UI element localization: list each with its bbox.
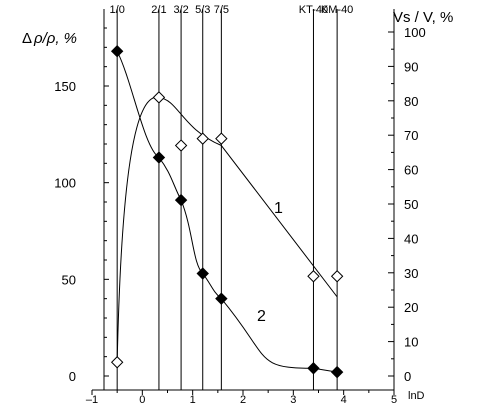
- series-1-point: [174, 139, 188, 152]
- data-markers: [110, 44, 344, 379]
- left-y-tick-label: 150: [54, 79, 76, 94]
- x-tick-label: 2: [240, 394, 246, 406]
- plot-frame: [92, 9, 395, 391]
- reference-line-label: 7/5: [214, 4, 229, 16]
- x-tick-label: 1: [190, 394, 196, 406]
- right-y-tick-label: 70: [404, 128, 418, 143]
- x-tick-label: 4: [341, 394, 347, 406]
- right-y-tick-label: 50: [404, 197, 418, 212]
- x-tick-label: 5: [391, 394, 397, 406]
- reference-line-label: 2/1: [151, 4, 166, 16]
- right-axis-title: Vs / V, %: [393, 9, 453, 26]
- left-y-tick-label: 0: [69, 369, 76, 384]
- x-tick-label: –1: [86, 394, 98, 406]
- right-y-tick-label: 0: [404, 369, 411, 384]
- reference-line-label: 1/0: [110, 4, 125, 16]
- curve-1-label: 1: [274, 200, 283, 217]
- series-1-point: [330, 270, 344, 283]
- series-1-point: [196, 132, 209, 145]
- series-1-point: [215, 132, 228, 145]
- series-2-point: [196, 267, 209, 280]
- x-axis-title: lnD: [408, 390, 425, 402]
- curve-2: [116, 50, 338, 373]
- right-y-tick-label: 10: [404, 335, 418, 350]
- right-y-tick-label: 100: [404, 25, 426, 40]
- series-2-point: [215, 292, 228, 305]
- right-y-tick-label: 30: [404, 266, 418, 281]
- right-y-tick-label: 80: [404, 94, 418, 109]
- reference-line-label: 3/2: [173, 4, 188, 16]
- right-y-tick-label: 40: [404, 231, 418, 246]
- fitted-curves: [116, 50, 338, 373]
- left-axis-title: ρ/ρ, %: [33, 30, 77, 47]
- left-axis-delta-symbol: Δ: [22, 30, 32, 47]
- right-y-tick-label: 60: [404, 163, 418, 178]
- reference-line-label: 5/3: [195, 4, 210, 16]
- reference-line-label: KT-40: [299, 4, 328, 16]
- series-2-point: [110, 44, 124, 58]
- series-1-point: [110, 356, 124, 369]
- series-2-point: [330, 365, 344, 379]
- reference-line-label: KM-40: [321, 4, 353, 16]
- series-2-point: [152, 151, 166, 164]
- series-2-point: [307, 362, 320, 375]
- right-y-tick-label: 90: [404, 59, 418, 74]
- curve-1: [116, 96, 338, 363]
- series-1-point: [307, 270, 320, 283]
- series-2-point: [174, 193, 188, 207]
- x-tick-label: 3: [290, 394, 296, 406]
- right-y-tick-label: 20: [404, 300, 418, 315]
- curve-2-label: 2: [257, 308, 266, 325]
- x-tick-label: 0: [139, 394, 145, 406]
- left-y-tick-label: 50: [62, 272, 76, 287]
- series-1-point: [152, 91, 166, 104]
- left-y-tick-label: 100: [54, 176, 76, 191]
